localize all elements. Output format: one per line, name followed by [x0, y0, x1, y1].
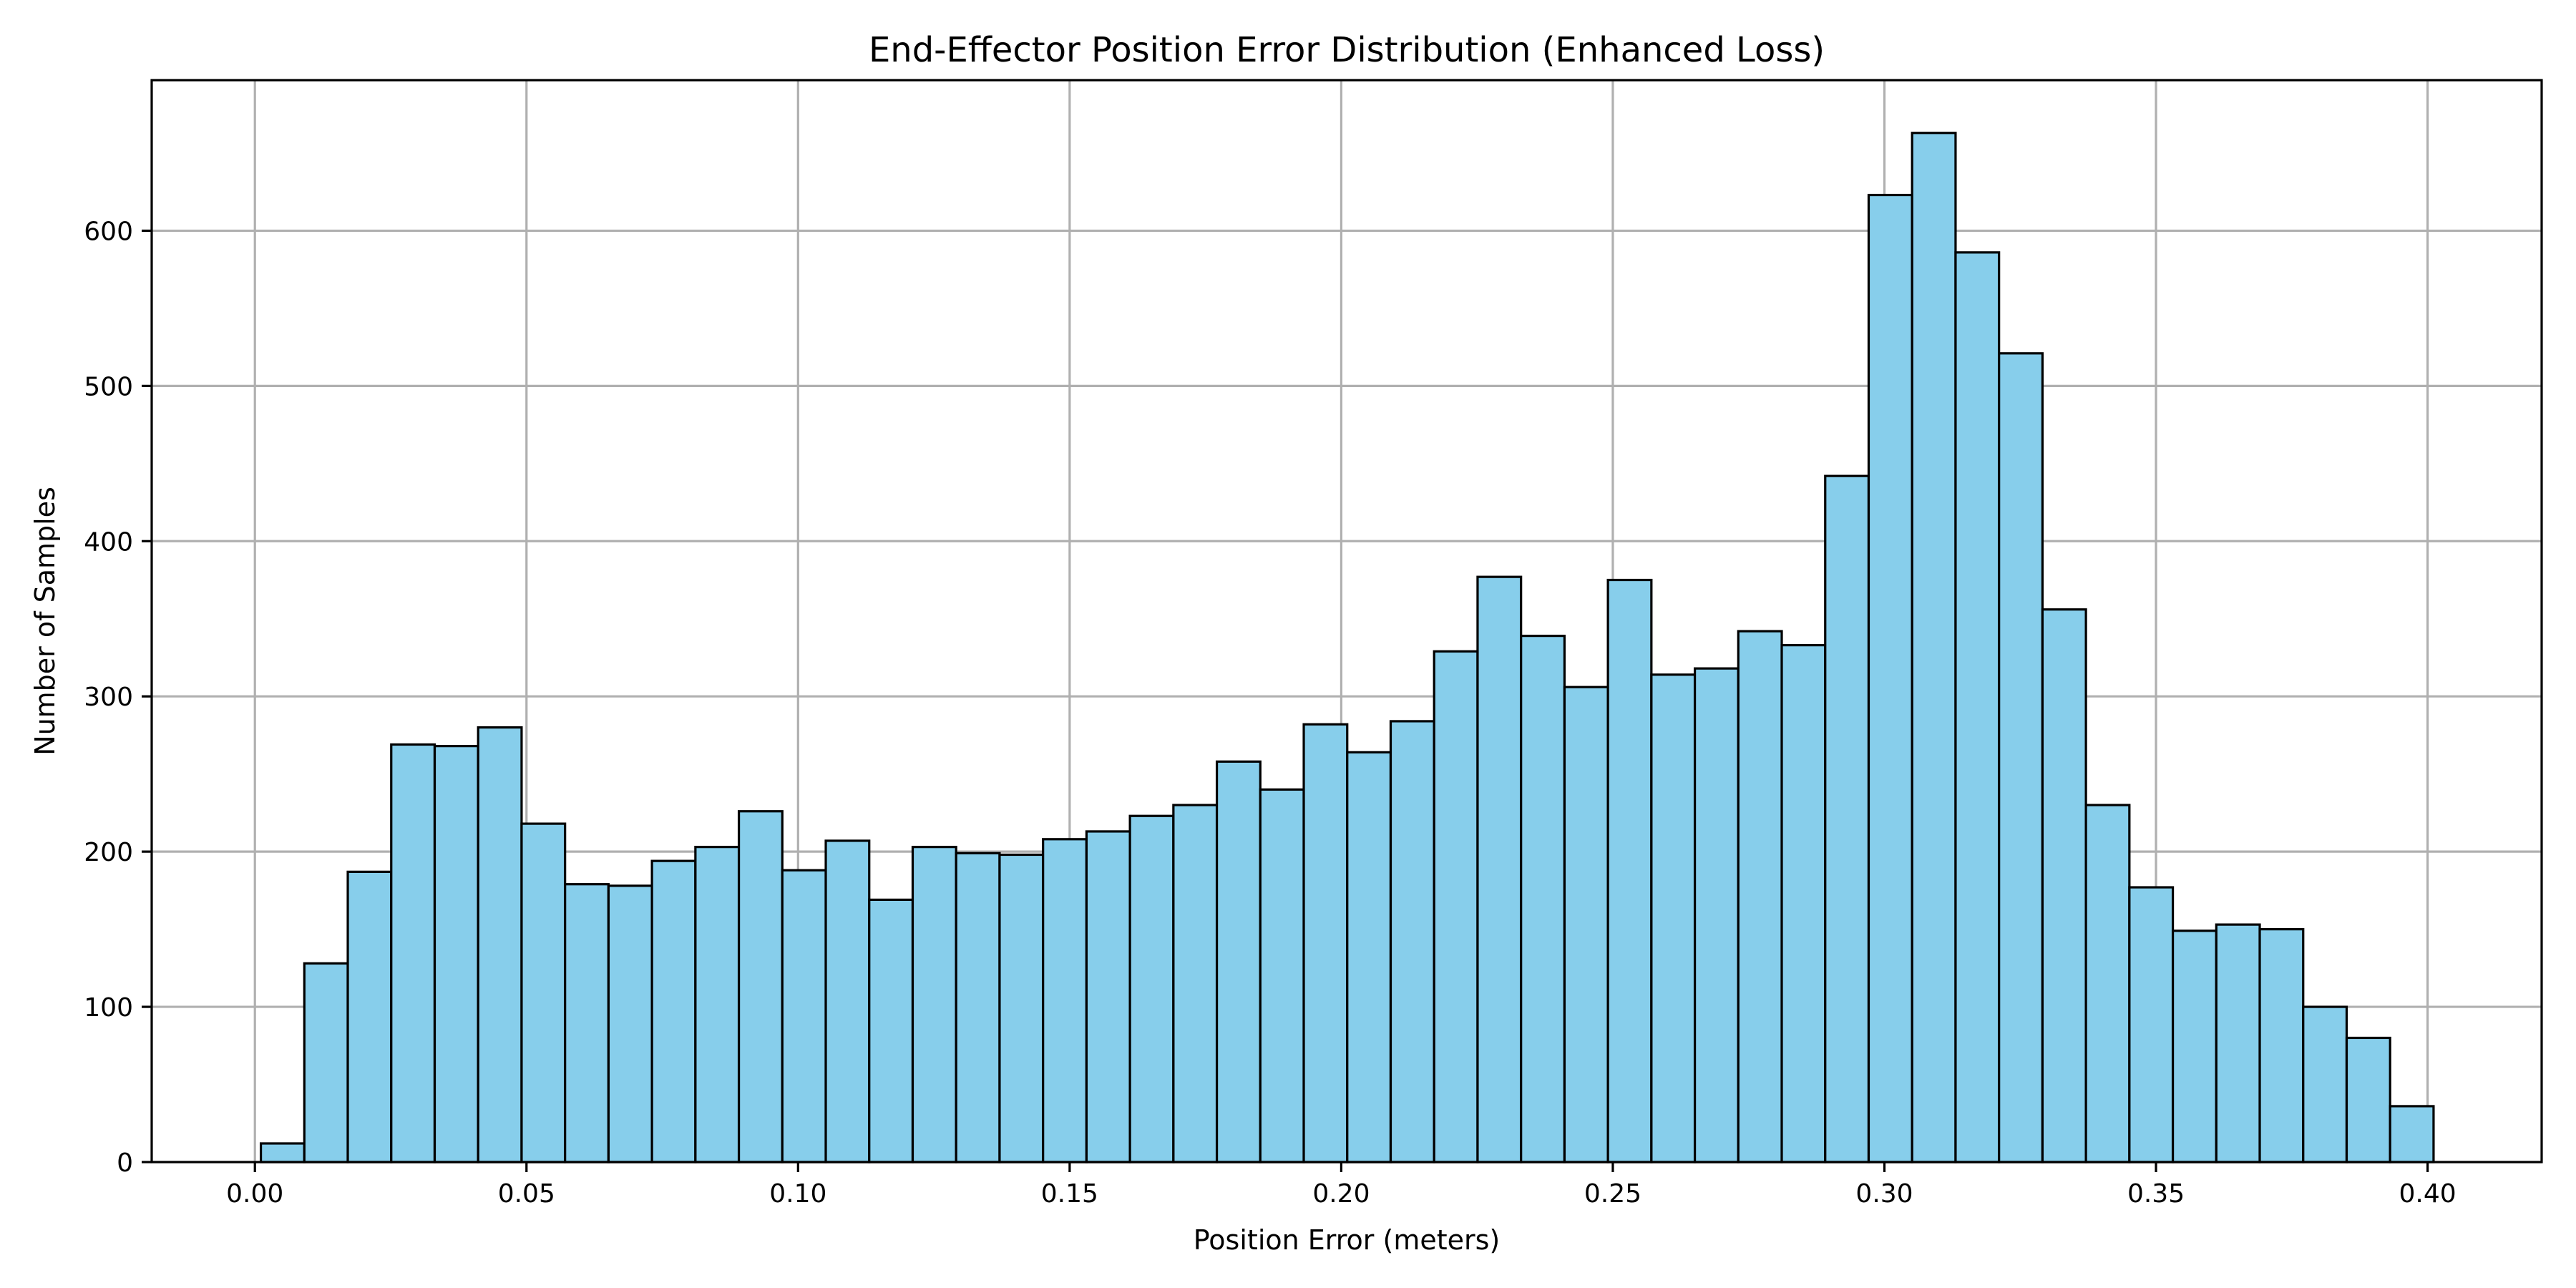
- histogram-bar-16: [955, 852, 1001, 1163]
- histogram-bar-41: [2041, 608, 2087, 1163]
- y-tick-label: 100: [84, 993, 133, 1023]
- histogram-bar-32: [1650, 673, 1697, 1163]
- histogram-bar-15: [911, 846, 957, 1163]
- histogram-bar-8: [607, 884, 653, 1163]
- x-tick-label: 0.40: [2399, 1179, 2457, 1209]
- histogram-bar-1: [303, 962, 349, 1163]
- chart-title: End-Effector Position Error Distribution…: [869, 30, 1825, 70]
- histogram-bar-2: [346, 870, 393, 1163]
- histogram-bar-47: [2302, 1005, 2348, 1163]
- histogram-bar-49: [2389, 1105, 2435, 1163]
- y-tick-label: 200: [84, 838, 133, 867]
- histogram-bar-14: [868, 898, 914, 1163]
- y-tick-label: 600: [84, 217, 133, 246]
- histogram-bar-19: [1085, 830, 1131, 1163]
- histogram-bar-18: [1042, 838, 1088, 1163]
- histogram-bar-0: [259, 1142, 306, 1163]
- histogram-bar-29: [1520, 635, 1566, 1163]
- x-tick-label: 0.15: [1041, 1179, 1098, 1209]
- histogram-bar-7: [564, 883, 610, 1163]
- x-axis-label: Position Error (meters): [1194, 1224, 1500, 1256]
- histogram-bar-30: [1563, 686, 1609, 1163]
- histogram-bar-17: [998, 853, 1045, 1163]
- histogram-bar-44: [2171, 930, 2218, 1163]
- bars-layer: [259, 132, 2435, 1163]
- x-tick-label: 0.35: [2127, 1179, 2185, 1209]
- histogram-bar-31: [1606, 578, 1653, 1163]
- histogram-bar-11: [737, 810, 784, 1163]
- x-tick-label: 0.25: [1584, 1179, 1641, 1209]
- y-axis-label: Number of Samples: [29, 487, 61, 756]
- histogram-bar-43: [2128, 886, 2175, 1163]
- histogram-bar-45: [2215, 923, 2261, 1163]
- histogram-bar-9: [650, 859, 697, 1163]
- histogram-bar-36: [1824, 474, 1870, 1163]
- histogram-bar-5: [477, 726, 523, 1163]
- histogram-bar-6: [520, 822, 567, 1163]
- y-tick-label: 0: [117, 1148, 133, 1178]
- histogram-bar-28: [1476, 575, 1523, 1163]
- histogram-bar-48: [2345, 1036, 2391, 1163]
- x-tick-label: 0.05: [498, 1179, 555, 1209]
- histogram-bar-37: [1867, 193, 1913, 1163]
- histogram-bar-4: [433, 745, 479, 1163]
- histogram-bar-26: [1389, 720, 1435, 1163]
- histogram-bar-10: [694, 846, 741, 1163]
- plot-frame: [150, 79, 2543, 1163]
- histogram-bar-22: [1215, 760, 1262, 1163]
- histogram-bar-38: [1911, 132, 1957, 1163]
- x-tick-label: 0.30: [1855, 1179, 1913, 1209]
- y-tick-label: 300: [84, 683, 133, 712]
- histogram-bar-21: [1172, 804, 1219, 1163]
- x-tick-label: 0.20: [1312, 1179, 1370, 1209]
- histogram-bar-20: [1128, 814, 1175, 1163]
- histogram-bar-42: [2084, 804, 2131, 1163]
- histogram-bar-46: [2258, 928, 2305, 1163]
- x-tick-label: 0.00: [226, 1179, 283, 1209]
- histogram-bar-24: [1302, 723, 1349, 1163]
- ticks-layer: 0.00 0.05 0.10 0.15 0.20 0.25 0.30 0.35 0.40 0 100…: [84, 217, 2456, 1209]
- histogram-bar-12: [781, 869, 827, 1163]
- histogram-bar-3: [390, 743, 436, 1163]
- histogram-bar-13: [824, 839, 871, 1163]
- histogram-bar-27: [1433, 650, 1479, 1163]
- histogram-bar-39: [1954, 251, 2001, 1163]
- histogram-bar-23: [1259, 788, 1305, 1163]
- histogram-bar-33: [1693, 667, 1740, 1163]
- y-tick-label: 500: [84, 372, 133, 401]
- histogram-bar-25: [1346, 751, 1392, 1163]
- histogram-bar-35: [1780, 644, 1827, 1163]
- y-tick-label: 400: [84, 527, 133, 557]
- x-tick-label: 0.10: [769, 1179, 826, 1209]
- histogram-bar-34: [1737, 630, 1783, 1163]
- histogram-bar-40: [1998, 352, 2044, 1163]
